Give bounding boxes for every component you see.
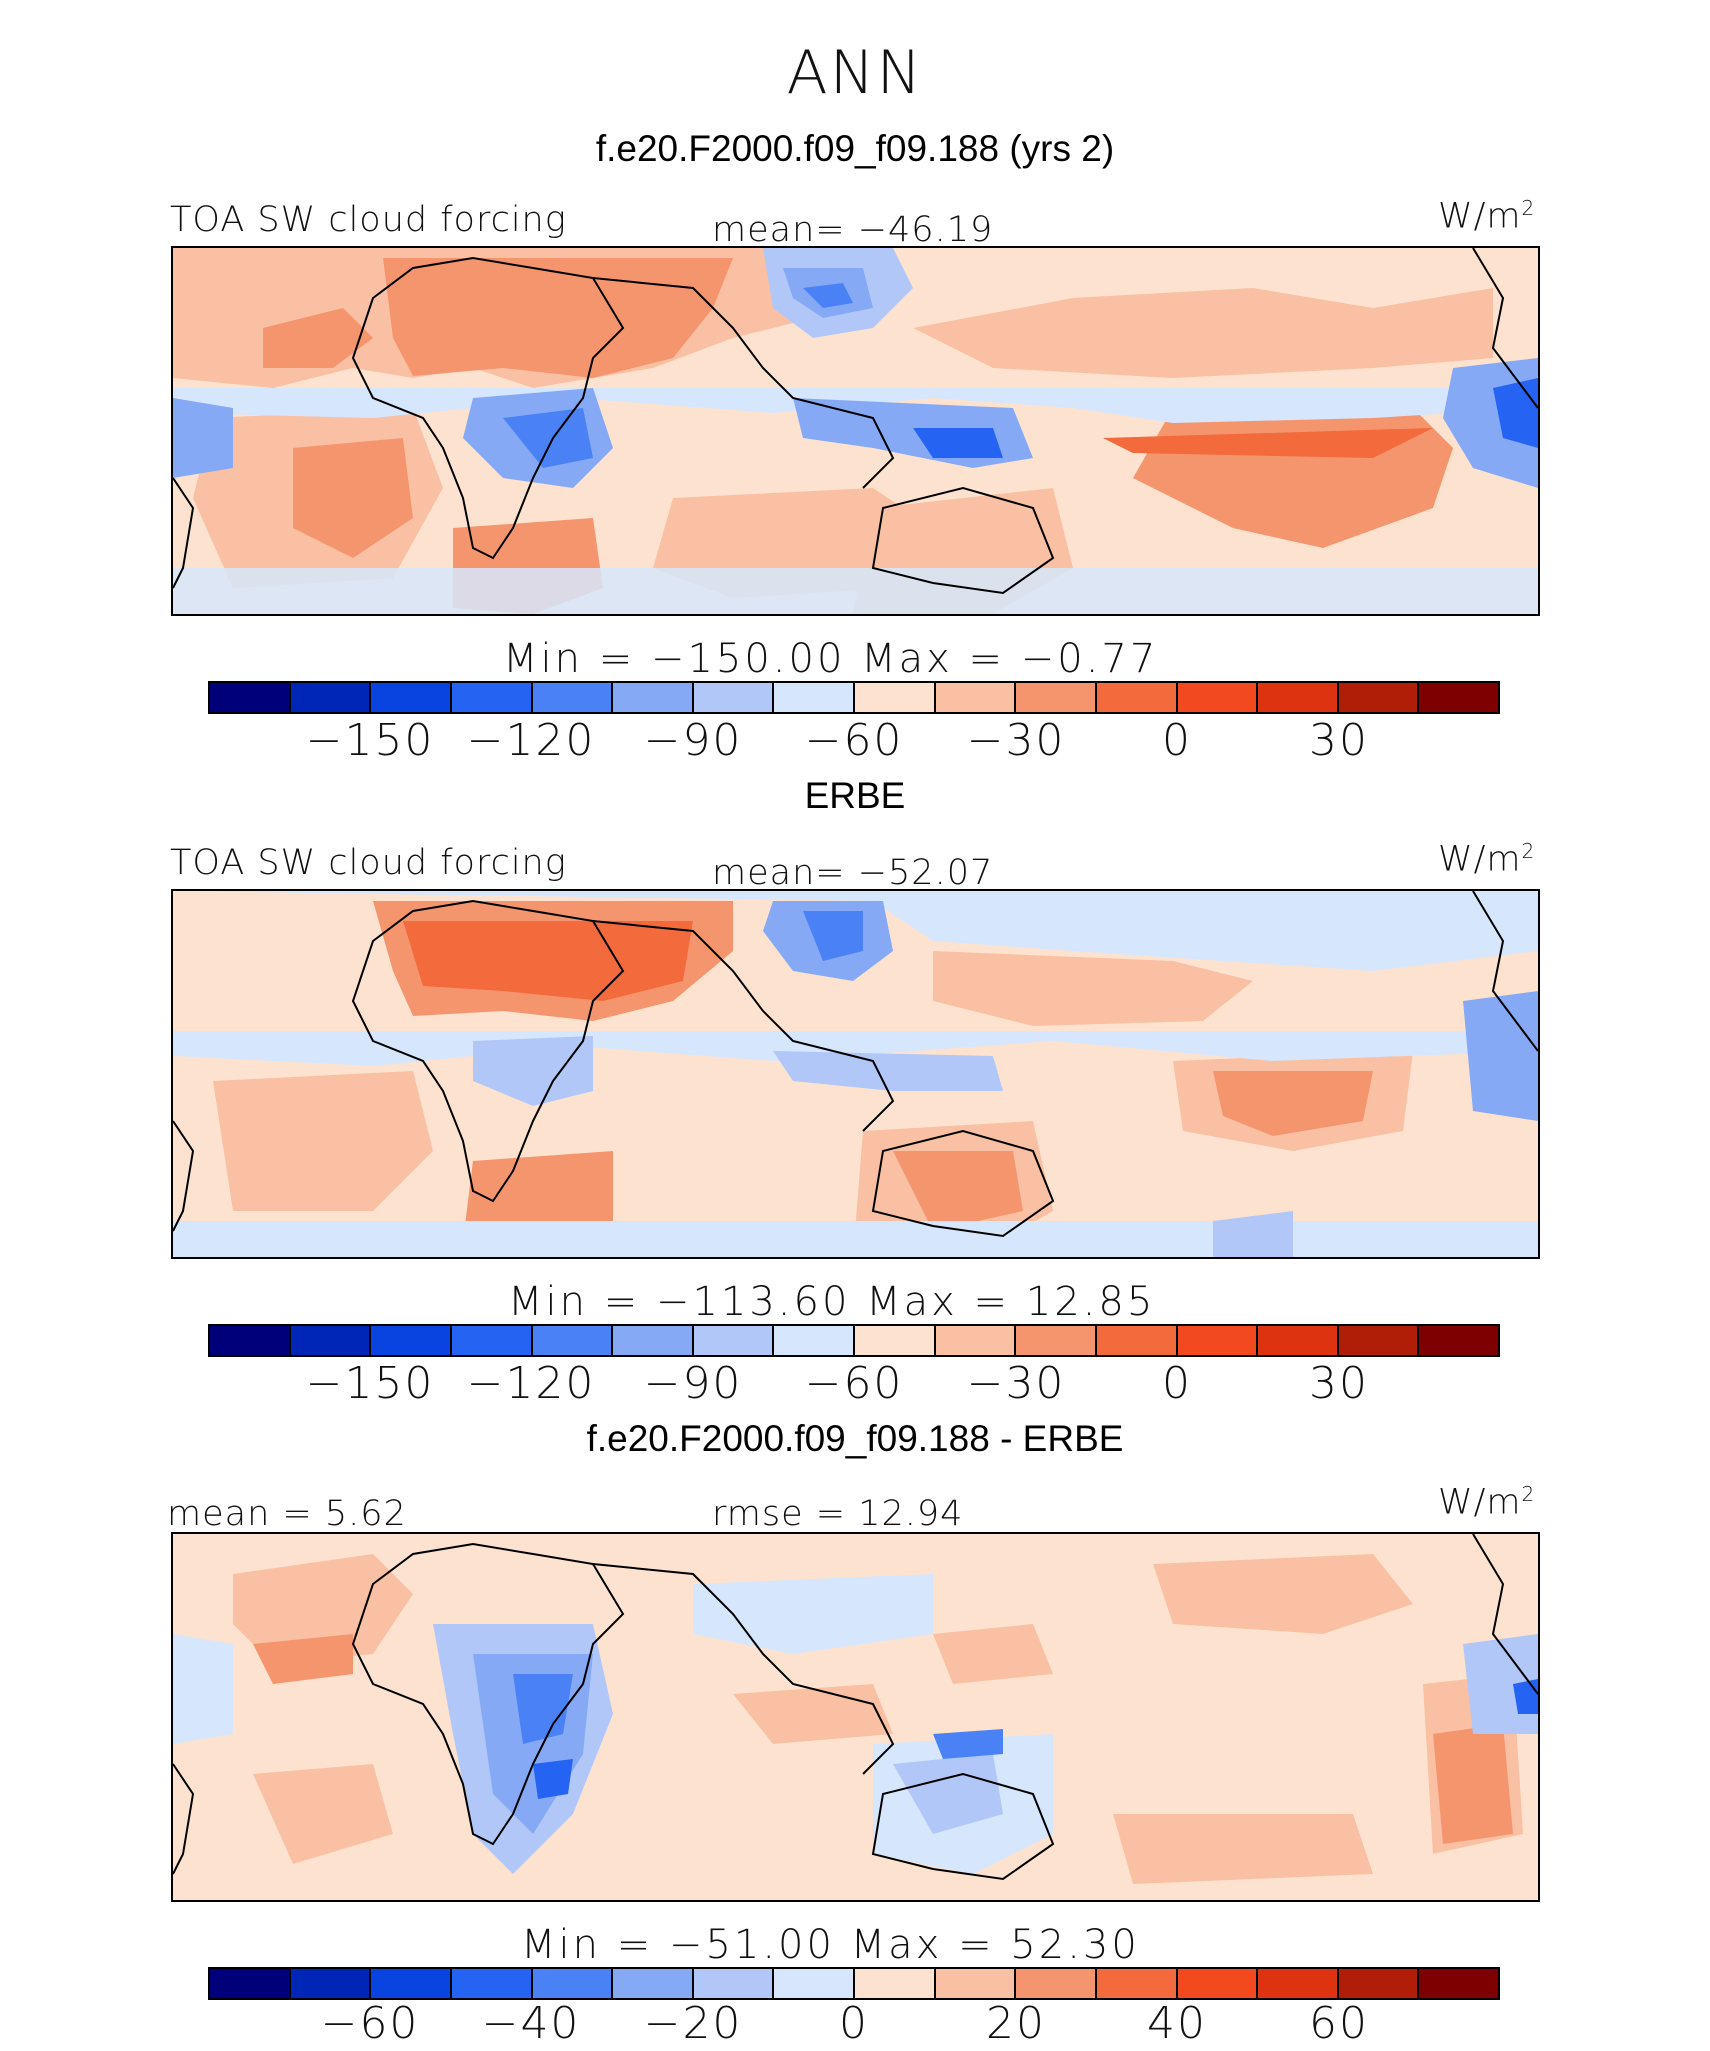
colorbar-segment xyxy=(1096,1969,1178,1998)
panel1-map xyxy=(171,246,1540,616)
colorbar-segment xyxy=(371,683,452,712)
colorbar-segment xyxy=(371,1326,452,1355)
colorbar-segment xyxy=(451,1969,533,1998)
colorbar-segment xyxy=(210,1969,291,1998)
panel1-mean-label: mean= −46.19 xyxy=(712,210,994,250)
panel3-tick-label: −20 xyxy=(643,1998,743,2049)
colorbar-segment xyxy=(1419,683,1498,712)
colorbar-segment xyxy=(371,1969,452,1998)
colorbar-segment xyxy=(532,1969,614,1998)
panel3-units-label: W/m2 xyxy=(1438,1482,1536,1523)
panel1-units-label: W/m2 xyxy=(1438,196,1536,237)
colorbar-segment xyxy=(693,1326,775,1355)
colorbar-segment xyxy=(935,683,1017,712)
panel2-tick-label: −60 xyxy=(804,1358,904,1409)
colorbar-segment xyxy=(1016,1326,1097,1355)
panel2-tick-label: 30 xyxy=(1309,1358,1369,1409)
panel3-tick-label: 0 xyxy=(839,1998,869,2049)
panel2-tick-label: 0 xyxy=(1162,1358,1192,1409)
colorbar-segment xyxy=(855,683,936,712)
colorbar-segment xyxy=(1177,1326,1259,1355)
panel3-tick-label: −60 xyxy=(320,1998,420,2049)
colorbar-segment xyxy=(1258,1969,1339,1998)
panel2-tick-label: −120 xyxy=(466,1358,596,1409)
panel3-field xyxy=(173,1534,1538,1900)
colorbar-segment xyxy=(1338,683,1420,712)
panel3-mean-label: mean = 5.62 xyxy=(167,1494,407,1534)
panel1-colorbar xyxy=(208,681,1500,714)
colorbar-segment xyxy=(613,1326,694,1355)
panel2-colorbar xyxy=(208,1324,1500,1357)
panel1-variable-label: TOA SW cloud forcing xyxy=(170,200,567,240)
colorbar-segment xyxy=(1258,1326,1339,1355)
figure-title: ANN xyxy=(786,38,924,108)
colorbar-segment xyxy=(1016,683,1097,712)
panel3-tick-label: 40 xyxy=(1147,1998,1207,2049)
panel1-field xyxy=(173,248,1538,614)
colorbar-segment xyxy=(1258,683,1339,712)
panel2-mean-label: mean= −52.07 xyxy=(712,853,994,893)
colorbar-segment xyxy=(532,683,614,712)
panel2-variable-label: TOA SW cloud forcing xyxy=(170,843,567,883)
panel3-colorbar xyxy=(208,1967,1500,2000)
colorbar-segment xyxy=(290,1326,372,1355)
colorbar-segment xyxy=(613,1969,694,1998)
panel2-tick-label: −30 xyxy=(966,1358,1066,1409)
colorbar-segment xyxy=(1096,1326,1178,1355)
panel3-minmax: Min = −51.00 Max = 52.30 xyxy=(521,1922,1140,1968)
colorbar-segment xyxy=(451,1326,533,1355)
colorbar-segment xyxy=(774,683,855,712)
colorbar-segment xyxy=(1419,1326,1498,1355)
colorbar-segment xyxy=(693,683,775,712)
panel1-tick-label: 30 xyxy=(1309,715,1369,766)
colorbar-segment xyxy=(855,1326,936,1355)
colorbar-segment xyxy=(693,1969,775,1998)
colorbar-segment xyxy=(1338,1969,1420,1998)
panel1-tick-label: 0 xyxy=(1162,715,1192,766)
panel2-minmax: Min = −113.60 Max = 12.85 xyxy=(508,1279,1156,1325)
colorbar-segment xyxy=(451,683,533,712)
colorbar-segment xyxy=(1419,1969,1498,1998)
panel3-tick-label: 60 xyxy=(1309,1998,1369,2049)
panel3-map xyxy=(171,1532,1540,1902)
colorbar-segment xyxy=(1177,1969,1259,1998)
panel3-rmse-label: rmse = 12.94 xyxy=(712,1494,964,1534)
colorbar-segment xyxy=(774,1969,855,1998)
colorbar-segment xyxy=(855,1969,936,1998)
colorbar-segment xyxy=(1016,1969,1097,1998)
colorbar-segment xyxy=(210,1326,291,1355)
panel2-map xyxy=(171,889,1540,1259)
panel1-tick-label: −150 xyxy=(305,715,435,766)
diff-title: f.e20.F2000.f09_f09.188 - ERBE xyxy=(586,1418,1124,1459)
colorbar-segment xyxy=(1096,683,1178,712)
colorbar-segment xyxy=(613,683,694,712)
panel1-tick-label: −30 xyxy=(966,715,1066,766)
panel1-tick-label: −120 xyxy=(466,715,596,766)
colorbar-segment xyxy=(290,683,372,712)
colorbar-segment xyxy=(290,1969,372,1998)
obs-title: ERBE xyxy=(804,775,906,816)
panel1-tick-label: −60 xyxy=(804,715,904,766)
colorbar-segment xyxy=(1177,683,1259,712)
panel2-tick-label: −90 xyxy=(643,1358,743,1409)
case-title: f.e20.F2000.f09_f09.188 (yrs 2) xyxy=(595,128,1115,169)
panel1-minmax: Min = −150.00 Max = −0.77 xyxy=(503,636,1159,682)
panel1-tick-label: −90 xyxy=(643,715,743,766)
panel2-tick-label: −150 xyxy=(305,1358,435,1409)
panel3-tick-label: 20 xyxy=(986,1998,1046,2049)
panel3-tick-label: −40 xyxy=(481,1998,581,2049)
colorbar-segment xyxy=(935,1326,1017,1355)
colorbar-segment xyxy=(935,1969,1017,1998)
colorbar-segment xyxy=(210,683,291,712)
colorbar-segment xyxy=(774,1326,855,1355)
colorbar-segment xyxy=(1338,1326,1420,1355)
panel2-units-label: W/m2 xyxy=(1438,839,1536,880)
colorbar-segment xyxy=(532,1326,614,1355)
panel2-field xyxy=(173,891,1538,1257)
